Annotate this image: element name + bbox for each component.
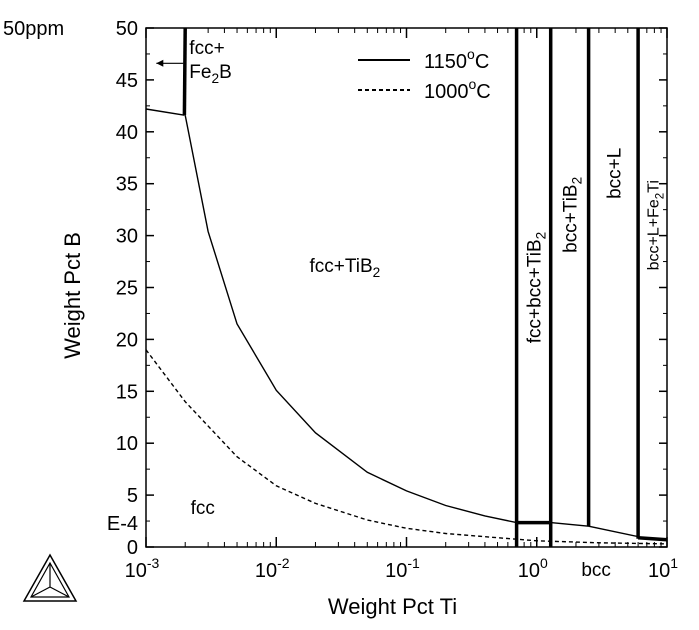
region-label-text: Fe2B (189, 62, 231, 86)
region-label-text: bcc (581, 560, 611, 581)
region-label-text: bcc+L (604, 148, 625, 199)
y-tick-label: 15 (116, 381, 138, 403)
legend: 1150oC 1000oC (358, 46, 491, 103)
region-label-text: fcc+ (189, 38, 224, 59)
y-unit-label: E-4 (107, 513, 138, 535)
y-top-label: 50ppm (3, 18, 64, 40)
x-axis-title: Weight Pct Ti (328, 594, 457, 619)
region-labels: fcc+ Fe2B fcc+TiB2 fcc bcc fcc+bcc+TiB2 bcc+Ti… (156, 38, 667, 581)
region-label-bcc-l-fe2ti: bcc+L+Fe2Ti (646, 180, 667, 270)
region-label-bcc: bcc (581, 560, 611, 581)
region-label-bcc-l: bcc+L (604, 148, 625, 199)
series-1150c-line (637, 535, 668, 542)
legend-label: 1150oC (424, 46, 489, 73)
x-tick-label: 10-3 (125, 555, 160, 582)
x-axis: 10-3 10-2 10-1 100 101 (125, 28, 678, 582)
y-tick-label: 30 (116, 226, 138, 248)
region-label-fcc-bcc-tib2: fcc+bcc+TiB2 (524, 232, 548, 343)
series-1150c-line (588, 525, 639, 538)
region-label-fcc: fcc (191, 498, 215, 519)
y-tick-label: 20 (116, 329, 138, 351)
y-axis-title: Weight Pct B (60, 232, 85, 359)
y-tick-label: 0 (127, 537, 138, 559)
region-label-text: fcc (191, 498, 215, 519)
region-label-text: bcc+L+Fe2Ti (646, 180, 667, 270)
y-tick-label: 35 (116, 174, 138, 196)
y-tick-label: 25 (116, 278, 138, 300)
series-1150c-line (182, 27, 187, 116)
region-label-bcc-tib2: bcc+TiB2 (561, 177, 585, 253)
x-tick-label: 101 (648, 555, 678, 582)
region-label-text: fcc+bcc+TiB2 (524, 232, 548, 343)
thermo-calc-logo-icon (22, 553, 78, 602)
y-tick-label: 5 (127, 485, 138, 507)
region-label-fcc-tib2: fcc+TiB2 (309, 256, 380, 280)
y-tick-label: 50 (116, 18, 138, 40)
y-tick-label: 10 (116, 433, 138, 455)
region-label-fcc-fe2b: fcc+ Fe2B (189, 38, 231, 86)
series-layer (145, 27, 668, 547)
region-label-text: fcc+TiB2 (309, 256, 380, 280)
annotation-arrowhead (156, 59, 164, 67)
x-tick-label: 10-1 (385, 555, 420, 582)
region-label-text: bcc+TiB2 (561, 177, 585, 253)
legend-label: 1000oC (424, 76, 491, 103)
x-tick-label: 10-2 (255, 555, 290, 582)
series-1150c-line (184, 115, 517, 524)
y-axis: 0 5 10 15 20 25 30 35 40 45 50 (116, 18, 667, 559)
y-tick-label: 40 (116, 122, 138, 144)
y-tick-label: 45 (116, 70, 138, 92)
series-1150c-line (145, 108, 185, 116)
series-1150c-line (550, 521, 589, 527)
series-1000c-line (145, 349, 668, 545)
x-tick-label: 100 (518, 555, 548, 582)
